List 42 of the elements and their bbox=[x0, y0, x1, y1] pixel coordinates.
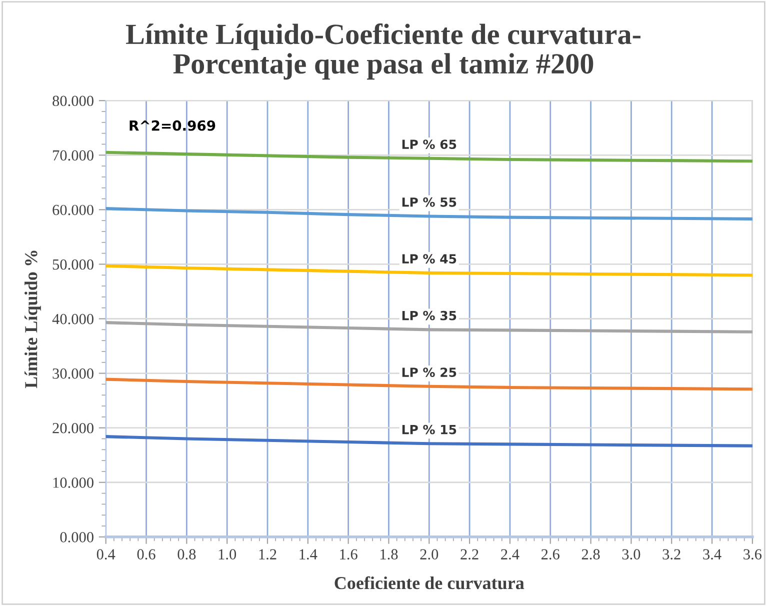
y-tick-label: 30.000 bbox=[52, 368, 94, 379]
x-tick-label: 1.0 bbox=[218, 549, 236, 560]
line-series bbox=[106, 378, 752, 391]
x-tick-label: 0.8 bbox=[178, 549, 196, 560]
series-label: LP % 65 bbox=[402, 140, 456, 150]
y-tick-label: 0.000 bbox=[60, 532, 94, 542]
y-tick-label: 20.000 bbox=[52, 422, 94, 434]
x-tick-label: 1.4 bbox=[300, 549, 318, 560]
x-tick-label: 2.2 bbox=[460, 549, 478, 560]
line-series bbox=[106, 264, 752, 277]
y-tick-label: 40.000 bbox=[52, 314, 94, 324]
x-tick-label: 0.4 bbox=[96, 549, 116, 560]
y-tick-label: 50.000 bbox=[52, 259, 94, 270]
x-tick-label: 3.0 bbox=[622, 549, 640, 560]
x-tick-label: 0.6 bbox=[137, 549, 156, 560]
y-tick-label: 80.000 bbox=[52, 96, 94, 106]
y-tick-label: 60.000 bbox=[52, 204, 94, 216]
chart-title: Límite Líquido-Coeficiente de curvatura- Porcentaje que pasa el tamiz #200 bbox=[126, 23, 640, 80]
series-label: LP % 55 bbox=[402, 197, 456, 207]
x-tick-label: 1.8 bbox=[380, 549, 398, 560]
series-label: LP % 25 bbox=[402, 368, 456, 378]
x-tick-label: 3.4 bbox=[703, 549, 722, 560]
line-series bbox=[106, 207, 752, 220]
x-tick-label: 3.6 bbox=[744, 549, 762, 560]
line-series bbox=[106, 321, 752, 334]
x-tick-label: 1.2 bbox=[259, 549, 276, 560]
x-tick-label: 2.8 bbox=[582, 549, 600, 560]
x-axis-title: Coeficiente de curvatura bbox=[334, 576, 524, 590]
x-tick-label: 2.4 bbox=[501, 549, 520, 560]
x-tick-label: 1.6 bbox=[340, 549, 358, 560]
series-label: LP % 15 bbox=[402, 424, 456, 434]
line-series bbox=[106, 150, 752, 163]
line-series bbox=[106, 435, 752, 448]
x-tick-label: 2.0 bbox=[420, 549, 438, 560]
y-tick-label: 10.000 bbox=[53, 478, 94, 488]
annotation: R^2=0.969 bbox=[130, 120, 216, 131]
y-tick-label: 70.000 bbox=[53, 150, 94, 161]
y-axis-title: Límite Líquido % bbox=[24, 250, 41, 388]
series-label: LP % 45 bbox=[402, 254, 456, 264]
series-label: LP % 35 bbox=[402, 310, 456, 320]
x-tick-label: 3.2 bbox=[662, 549, 680, 560]
x-tick-label: 2.6 bbox=[541, 549, 560, 560]
